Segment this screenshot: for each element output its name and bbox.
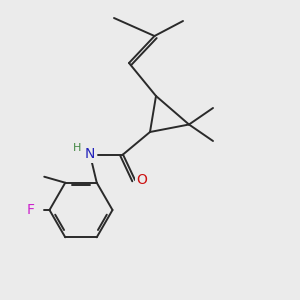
- Text: N: N: [85, 148, 95, 161]
- Text: F: F: [27, 203, 34, 217]
- Text: H: H: [73, 143, 82, 153]
- Text: O: O: [136, 173, 147, 187]
